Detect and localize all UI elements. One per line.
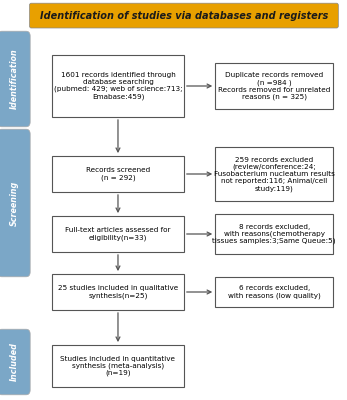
FancyBboxPatch shape (52, 216, 184, 252)
Text: 259 records excluded
(review/conference:24;
Fusobacterium nucleatum results
not : 259 records excluded (review/conference:… (214, 156, 335, 192)
FancyBboxPatch shape (215, 63, 333, 109)
FancyBboxPatch shape (52, 345, 184, 387)
Text: Records screened
(n = 292): Records screened (n = 292) (86, 167, 150, 181)
Text: Screening: Screening (9, 180, 18, 226)
Text: 25 studies included in qualitative
synthesis(n=25): 25 studies included in qualitative synth… (58, 285, 178, 299)
FancyBboxPatch shape (215, 214, 333, 254)
Text: Identification of studies via databases and registers: Identification of studies via databases … (40, 10, 328, 20)
Text: 8 records excluded,
with reasons(chemotherapy
tissues samples:3;Same Queue:5): 8 records excluded, with reasons(chemoth… (212, 224, 336, 244)
FancyBboxPatch shape (0, 129, 30, 277)
FancyBboxPatch shape (215, 147, 333, 201)
Text: Studies included in quantitative
synthesis (meta-analysis)
(n=19): Studies included in quantitative synthes… (60, 356, 176, 376)
Text: Identification: Identification (9, 49, 18, 109)
FancyBboxPatch shape (0, 329, 30, 395)
Text: Included: Included (9, 342, 18, 382)
FancyBboxPatch shape (215, 277, 333, 307)
Text: Full-text articles assessed for
eligibility(n=33): Full-text articles assessed for eligibil… (65, 227, 171, 241)
Text: 1601 records identified through
database searching
(pubmed: 429; web of science:: 1601 records identified through database… (54, 72, 182, 100)
Text: 6 records excluded,
with reasons (low quality): 6 records excluded, with reasons (low qu… (228, 285, 321, 299)
FancyBboxPatch shape (52, 274, 184, 310)
FancyBboxPatch shape (52, 55, 184, 117)
FancyBboxPatch shape (29, 3, 338, 28)
Text: Duplicate records removed
(n =984 )
Records removed for unrelated
reasons (n = 3: Duplicate records removed (n =984 ) Reco… (218, 72, 330, 100)
FancyBboxPatch shape (0, 31, 30, 127)
FancyBboxPatch shape (52, 156, 184, 192)
